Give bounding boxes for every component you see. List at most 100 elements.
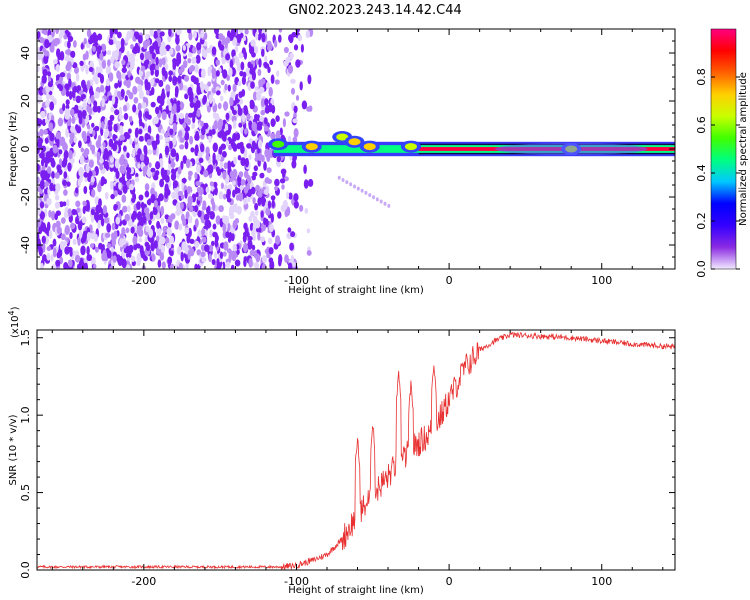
noise-speckle bbox=[149, 211, 154, 220]
noise-speckle bbox=[77, 178, 82, 187]
noise-speckle bbox=[241, 76, 246, 85]
noise-speckle bbox=[155, 106, 160, 115]
noise-speckle bbox=[180, 201, 184, 210]
noise-speckle bbox=[60, 233, 66, 241]
noise-speckle bbox=[267, 200, 272, 209]
noise-speckle bbox=[108, 131, 112, 138]
noise-speckle bbox=[78, 90, 84, 96]
noise-speckle bbox=[170, 161, 176, 169]
noise-speckle bbox=[301, 100, 308, 110]
noise-speckle bbox=[106, 250, 112, 259]
noise-speckle bbox=[205, 153, 210, 161]
noise-speckle bbox=[187, 86, 193, 97]
noise-speckle bbox=[152, 140, 158, 151]
noise-speckle bbox=[288, 262, 293, 269]
noise-speckle bbox=[229, 97, 234, 107]
noise-speckle bbox=[104, 217, 110, 224]
noise-speckle bbox=[48, 229, 53, 239]
noise-speckle bbox=[66, 199, 70, 207]
noise-speckle bbox=[49, 132, 55, 142]
noise-speckle bbox=[100, 217, 105, 227]
noise-speckle bbox=[101, 97, 105, 108]
noise-speckle bbox=[293, 200, 299, 209]
noise-speckle bbox=[84, 149, 89, 159]
noise-speckle bbox=[93, 72, 99, 78]
snr-y-label: SNR (10 * v/v) bbox=[8, 414, 19, 485]
noise-speckle bbox=[259, 236, 266, 243]
noise-speckle bbox=[234, 203, 238, 213]
noise-speckle bbox=[247, 236, 253, 241]
noise-speckle bbox=[69, 232, 73, 239]
noise-speckle bbox=[82, 200, 87, 207]
noise-speckle bbox=[58, 201, 64, 208]
noise-speckle bbox=[121, 194, 127, 203]
noise-speckle bbox=[220, 129, 225, 137]
noise-speckle bbox=[123, 145, 127, 152]
noise-speckle bbox=[70, 125, 76, 133]
noise-speckle bbox=[82, 102, 88, 111]
noise-speckle bbox=[64, 108, 71, 117]
noise-speckle bbox=[198, 157, 204, 164]
noise-speckle bbox=[307, 74, 312, 85]
noise-speckle bbox=[124, 95, 128, 102]
noise-speckle bbox=[129, 183, 134, 191]
noise-speckle bbox=[228, 67, 233, 78]
noise-speckle bbox=[175, 209, 181, 216]
noise-speckle bbox=[110, 29, 116, 35]
noise-speckle bbox=[265, 207, 271, 216]
noise-speckle bbox=[59, 29, 65, 38]
noise-speckle bbox=[106, 243, 112, 249]
noise-speckle bbox=[145, 59, 150, 65]
noise-speckle bbox=[209, 181, 214, 187]
noise-speckle bbox=[143, 216, 147, 224]
noise-speckle bbox=[201, 68, 206, 79]
noise-speckle bbox=[156, 227, 162, 236]
noise-speckle bbox=[352, 184, 356, 189]
noise-speckle bbox=[101, 252, 106, 262]
noise-speckle bbox=[194, 218, 199, 228]
noise-speckle bbox=[253, 250, 258, 259]
noise-speckle bbox=[150, 167, 156, 173]
noise-speckle bbox=[266, 45, 273, 51]
y-tick-label: 20 bbox=[19, 94, 32, 108]
noise-speckle bbox=[215, 59, 220, 66]
noise-speckle bbox=[291, 87, 295, 95]
noise-speckle bbox=[121, 59, 126, 66]
noise-speckle bbox=[128, 115, 133, 123]
noise-speckle bbox=[144, 147, 148, 157]
noise-speckle bbox=[180, 160, 184, 170]
noise-speckle bbox=[250, 210, 255, 218]
noise-speckle bbox=[275, 235, 281, 245]
noise-speckle bbox=[38, 246, 43, 257]
noise-speckle bbox=[136, 243, 141, 249]
noise-speckle bbox=[239, 70, 244, 77]
colorbar-label: Normalized spectral amplitude bbox=[738, 72, 749, 226]
noise-speckle bbox=[52, 238, 57, 247]
snr-y-multiplier-exp: 4 bbox=[7, 310, 16, 315]
noise-speckle bbox=[230, 264, 235, 269]
noise-speckle bbox=[75, 216, 80, 225]
noise-speckle bbox=[86, 245, 90, 256]
noise-speckle bbox=[287, 64, 294, 74]
noise-speckle bbox=[223, 193, 227, 200]
colorbar-tick-label: 0.8 bbox=[695, 68, 708, 86]
noise-speckle bbox=[194, 263, 198, 269]
noise-speckle bbox=[207, 164, 214, 174]
noise-speckle bbox=[73, 136, 77, 144]
noise-speckle bbox=[126, 50, 130, 58]
noise-speckle bbox=[278, 34, 282, 43]
noise-speckle bbox=[101, 60, 107, 69]
noise-speckle bbox=[78, 115, 83, 125]
snr-panel: -200 -100 0 100 0.0 0.5 1.0 1.5 Height of strai… bbox=[7, 306, 676, 596]
noise-speckle bbox=[176, 29, 182, 36]
noise-speckle bbox=[295, 95, 300, 101]
noise-speckle bbox=[219, 95, 224, 102]
noise-speckle bbox=[246, 231, 250, 238]
noise-speckle bbox=[173, 103, 177, 112]
noise-speckle bbox=[144, 183, 150, 192]
noise-speckle bbox=[54, 201, 61, 209]
noise-speckle bbox=[138, 89, 144, 100]
noise-speckle bbox=[195, 130, 200, 141]
noise-speckle bbox=[188, 31, 193, 41]
